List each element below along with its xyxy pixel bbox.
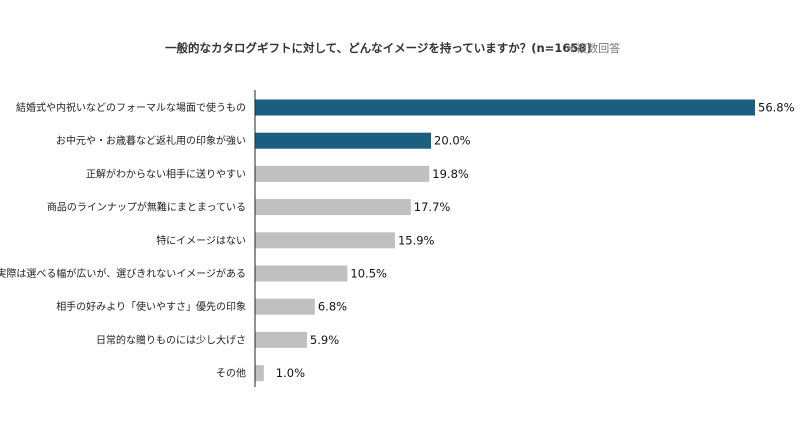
bar-7 [255,299,315,315]
value-label-8: 5.9% [310,333,339,347]
value-label-2: 20.0% [434,134,471,148]
value-label-1: 56.8% [758,101,795,115]
bar-8 [255,332,307,348]
bar-3 [255,166,429,182]
category-label-6: 実際は選べる幅が広いが、選びきれないイメージがある [0,267,246,280]
category-label-7: 相手の好みより「使いやすさ」優先の印象 [56,300,246,313]
value-label-5: 15.9% [398,233,435,247]
category-label-3: 正解がわからない相手に送りやすい [86,167,246,180]
value-label-6: 10.5% [350,267,387,281]
value-label-9: 1.0% [276,366,305,380]
category-label-4: 商品のラインナップが無難にまとまっている [47,201,246,214]
category-label-8: 日常的な贈りものには少し大げさ [96,333,246,346]
value-label-7: 6.8% [318,300,347,314]
category-label-9: その他 [216,367,246,380]
value-label-3: 19.8% [432,167,469,181]
value-label-4: 17.7% [414,200,451,214]
category-label-5: 特にイメージはない [156,235,246,247]
bars-layer: 結婚式や内祝いなどのフォーマルな場面で使うもの 56.8% お中元や・お歳暮など返礼… [0,100,795,382]
chart-note: ※複数回答 [567,41,620,55]
bar-4 [255,199,411,215]
bar-1 [255,100,755,116]
bar-2 [255,133,431,149]
bar-6 [255,266,347,282]
category-label-2: お中元や・お歳暮など返礼用の印象が強い [56,134,246,147]
bar-5 [255,232,395,248]
category-label-1: 結婚式や内祝いなどのフォーマルな場面で使うもの [16,101,246,114]
bar-9 [255,365,264,381]
chart-title: 一般的なカタログギフトに対して、どんなイメージを持っていますか？(n=1658) [165,41,592,55]
